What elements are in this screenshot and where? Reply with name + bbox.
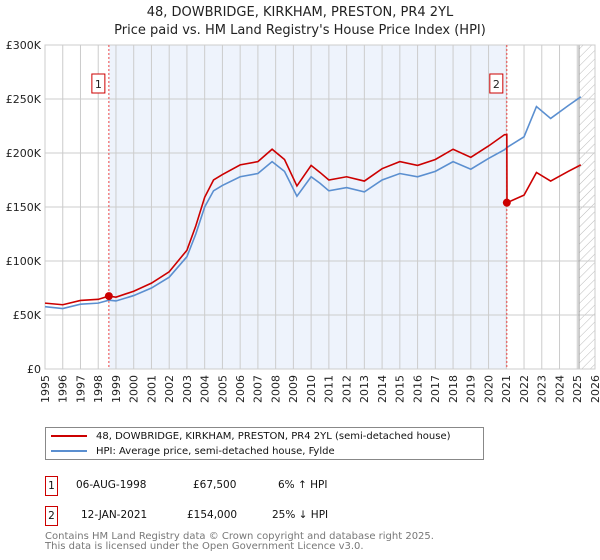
property-series-line	[44, 133, 582, 306]
hpi-series-line	[44, 96, 582, 310]
x-tick-label: 2000	[128, 375, 141, 403]
sale-date: 06-AUG-1998	[76, 479, 147, 491]
legend-swatch-blue	[51, 450, 87, 452]
legend-item-hpi: HPI: Average price, semi-detached house,…	[51, 444, 335, 458]
x-tick-label: 2003	[181, 375, 194, 403]
legend: 48, DOWBRIDGE, KIRKHAM, PRESTON, PR4 2YL…	[45, 427, 484, 460]
footer-line-2: This data is licensed under the Open Gov…	[45, 541, 364, 552]
sale-hpi-diff: 25% ↓ HPI	[272, 509, 329, 521]
y-tick-label: £150K	[6, 201, 42, 214]
x-tick-label: 2004	[199, 375, 212, 403]
sale-marker-text-1: 1	[95, 78, 102, 91]
plot-area: 1995 1996 1997 1998 1999 2000 2001 2002 2003 2004…	[6, 39, 600, 403]
legend-label: HPI: Average price, semi-detached house,…	[96, 445, 335, 457]
footer: Contains HM Land Registry data © Crown c…	[45, 532, 434, 552]
x-tick-label: 2018	[447, 375, 460, 403]
x-tick-label: 2022	[518, 375, 531, 403]
x-tick-label: 2002	[163, 375, 176, 403]
x-tick-label: 2008	[269, 375, 282, 403]
sale-price: £67,500	[193, 479, 237, 491]
x-tick-label: 2001	[145, 375, 158, 403]
x-tick-label: 1999	[110, 375, 123, 403]
x-tick-label: 2019	[465, 375, 478, 403]
sale-marker-label: 2	[45, 506, 58, 526]
x-tick-label: 2023	[536, 375, 549, 403]
sale-point-1	[104, 292, 113, 301]
chart-title: 48, DOWBRIDGE, KIRKHAM, PRESTON, PR4 2YL	[146, 5, 454, 20]
sale-marker-box-2	[489, 73, 504, 94]
y-tick-label: £0	[27, 363, 41, 376]
sale-row-1: 1 06-AUG-1998 £67,500 6% ↑ HPI	[45, 476, 445, 496]
sale-price: £154,000	[187, 509, 238, 521]
y-tick-label: £100K	[6, 255, 42, 268]
x-tick-label: 2021	[500, 375, 513, 403]
sale-marker-box-1	[91, 73, 106, 94]
sale-row-2: 2 12-JAN-2021 £154,000 25% ↓ HPI	[45, 506, 445, 526]
y-tick-label: £300K	[6, 39, 42, 52]
x-tick-label: 2016	[411, 375, 424, 403]
x-tick-label: 2006	[234, 375, 247, 403]
y-tick-label: £250K	[6, 93, 42, 106]
x-tick-label: 1995	[39, 375, 52, 403]
sale-marker-text-2: 2	[493, 78, 500, 91]
x-tick-label: 2010	[305, 375, 318, 403]
x-tick-label: 2007	[252, 375, 265, 403]
footer-line-1: Contains HM Land Registry data © Crown c…	[45, 531, 434, 542]
x-tick-label: 2011	[323, 375, 336, 403]
x-tick-label: 2005	[216, 375, 229, 403]
sale-point-2	[502, 198, 511, 207]
sale-date: 12-JAN-2021	[81, 509, 148, 521]
sale-hpi-diff: 6% ↑ HPI	[278, 479, 328, 491]
y-tick-label: £200K	[6, 147, 42, 160]
legend-item-property: 48, DOWBRIDGE, KIRKHAM, PRESTON, PR4 2YL…	[51, 429, 451, 443]
x-tick-label: 2013	[358, 375, 371, 403]
x-tick-label: 1997	[74, 375, 87, 403]
x-tick-label: 2025	[571, 375, 584, 403]
x-tick-label: 2012	[340, 375, 353, 403]
x-tick-label: 2009	[287, 375, 300, 403]
y-tick-label: £50K	[13, 309, 42, 322]
x-tick-label: 1998	[92, 375, 105, 403]
x-tick-label: 2024	[553, 375, 566, 403]
x-tick-label: 1996	[57, 375, 70, 403]
x-tick-label: 2026	[589, 375, 600, 403]
sale-marker-label: 1	[45, 476, 58, 496]
x-tick-label: 2014	[376, 375, 389, 403]
legend-label: 48, DOWBRIDGE, KIRKHAM, PRESTON, PR4 2YL…	[96, 430, 451, 442]
x-tick-label: 2020	[482, 375, 495, 403]
x-tick-label: 2015	[394, 375, 407, 403]
x-tick-label: 2017	[429, 375, 442, 403]
legend-swatch-red	[51, 435, 87, 437]
plot-border	[44, 44, 596, 370]
chart-subtitle: Price paid vs. HM Land Registry's House …	[114, 23, 486, 38]
